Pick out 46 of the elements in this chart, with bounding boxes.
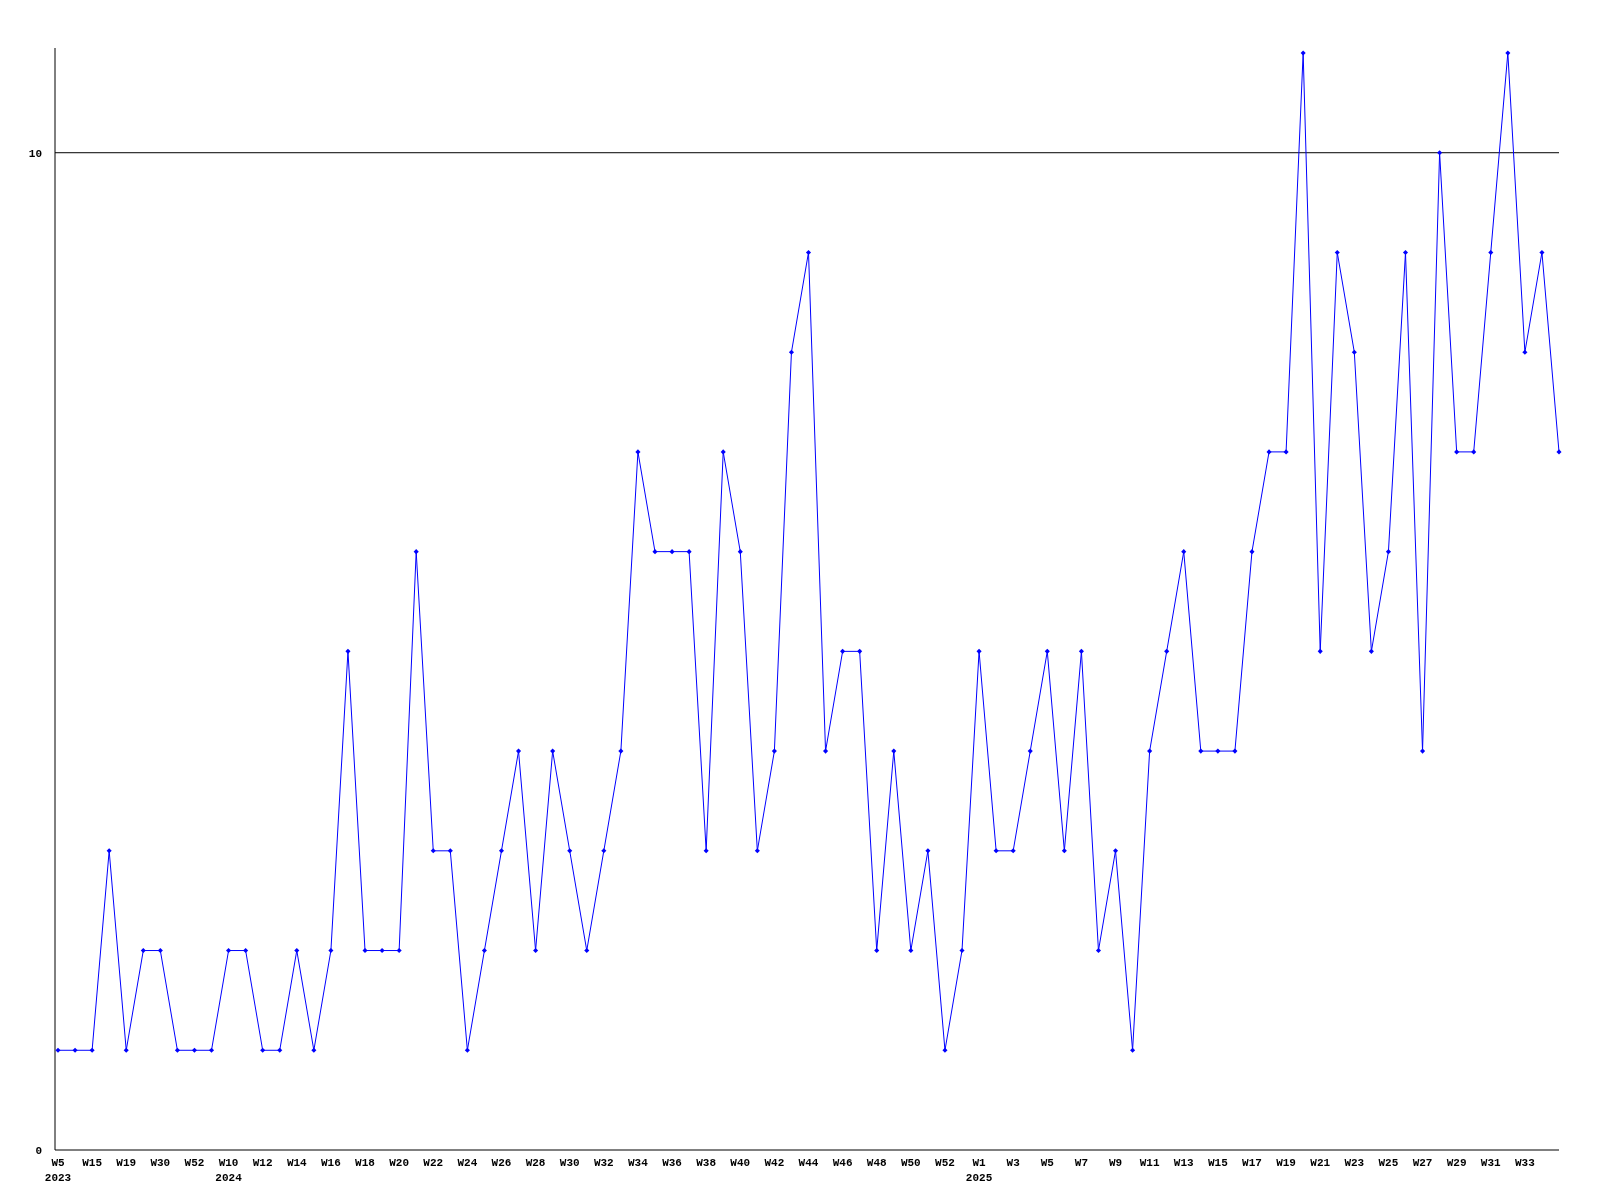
x-tick-label: W32 bbox=[593, 1157, 614, 1169]
x-tick-label: W19 bbox=[116, 1157, 137, 1169]
x-tick-label: W1 2025 bbox=[965, 1157, 993, 1184]
x-tick-label: W22 bbox=[423, 1157, 444, 1169]
x-tick-label: W42 bbox=[764, 1157, 785, 1169]
x-tick-label: W18 bbox=[355, 1157, 376, 1169]
y-tick-label: 0 bbox=[35, 1145, 42, 1157]
x-tick-label: W21 bbox=[1310, 1157, 1331, 1169]
x-tick-label: W7 bbox=[1074, 1157, 1089, 1169]
x-tick-label: W46 bbox=[832, 1157, 853, 1169]
x-tick-label: W31 bbox=[1480, 1157, 1502, 1169]
x-tick-label: W23 bbox=[1344, 1157, 1365, 1169]
x-tick-label: W5 bbox=[1040, 1157, 1055, 1169]
x-tick-label: W40 bbox=[730, 1157, 751, 1169]
x-tick-label: W14 bbox=[286, 1157, 308, 1169]
x-tick-label: W30 bbox=[559, 1157, 580, 1169]
x-tick-label: W27 bbox=[1412, 1157, 1433, 1169]
x-tick-label: W13 bbox=[1173, 1157, 1195, 1169]
x-tick-label: W24 bbox=[457, 1157, 478, 1169]
x-tick-label: W52 bbox=[184, 1157, 205, 1169]
x-tick-label: W34 bbox=[628, 1157, 649, 1169]
x-tick-label: W11 bbox=[1139, 1157, 1160, 1169]
x-tick-label: W29 bbox=[1446, 1157, 1467, 1169]
x-tick-label: W9 bbox=[1108, 1157, 1123, 1169]
x-tick-label: W36 bbox=[662, 1157, 682, 1169]
x-tick-label: W3 bbox=[1006, 1157, 1021, 1169]
x-tick-label: W50 bbox=[900, 1157, 921, 1169]
x-tick-label: W5 2023 bbox=[44, 1157, 72, 1184]
x-tick-label: W52 bbox=[935, 1157, 955, 1169]
x-tick-label: W15 bbox=[82, 1157, 103, 1169]
x-tick-label: W30 bbox=[150, 1157, 171, 1169]
x-tick-label: W20 bbox=[389, 1157, 410, 1169]
x-tick-label: W10 2024 bbox=[215, 1157, 243, 1184]
x-tick-label: W17 bbox=[1242, 1157, 1262, 1169]
x-tick-label: W28 bbox=[525, 1157, 546, 1169]
x-tick-label: W26 bbox=[491, 1157, 512, 1169]
x-tick-label: W44 bbox=[798, 1157, 819, 1169]
x-tick-label: W19 bbox=[1276, 1157, 1296, 1169]
x-tick-label: W25 bbox=[1378, 1157, 1399, 1169]
y-tick-label: 10 bbox=[28, 147, 42, 160]
x-tick-label: W15 bbox=[1207, 1157, 1229, 1169]
x-tick-label: W48 bbox=[866, 1157, 888, 1169]
x-tick-label: W16 bbox=[321, 1157, 341, 1169]
x-tick-label: W38 bbox=[696, 1157, 717, 1169]
x-tick-label: W12 bbox=[252, 1157, 273, 1169]
x-tick-label: W33 bbox=[1514, 1157, 1536, 1169]
